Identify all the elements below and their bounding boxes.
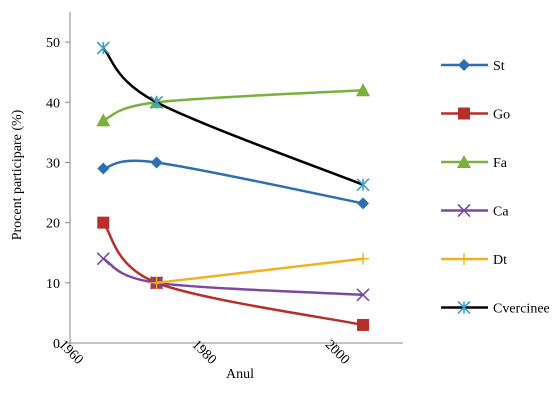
x-axis-label: Anul [226,367,254,382]
x-tick-label: 2000 [322,337,352,367]
legend-marker-fa [457,155,471,168]
data-point-cvercinee [96,41,110,55]
data-point-ca [356,288,370,302]
y-tick-label: 50 [46,36,60,51]
x-tick-label: 1980 [189,337,219,367]
data-point-dt [357,252,370,265]
legend: St Go Fa Ca Dt Cvercinee [441,59,550,317]
y-tick-label: 30 [46,156,60,171]
legend-marker-cvercinee [457,300,471,315]
series-line-st [103,159,364,205]
legend-label-go: Go [493,108,510,123]
data-point-st [150,156,163,169]
data-point-dt [150,276,163,289]
legend-label-fa: Fa [493,156,508,171]
series-line-fa [102,88,364,122]
legend-marker-st [458,59,470,71]
data-point-st [357,197,370,210]
legend-marker-ca [457,203,471,218]
legend-label-dt: Dt [493,253,507,268]
series-line-dt [156,257,364,285]
y-tick-label: 20 [46,217,60,232]
legend-marker-go [458,107,470,120]
series-line-go [102,221,364,327]
data-point-ca [96,252,110,266]
data-point-go [357,318,370,331]
data-point-go [97,216,110,229]
y-axis-label: Procent participare (%) [10,109,25,240]
y-tick-label: 0 [53,337,60,352]
legend-label-st: St [493,59,505,74]
legend-label-cvercinee: Cvercinee [493,302,550,317]
series-line-ca [102,257,364,297]
legend-label-ca: Ca [493,205,509,220]
data-point-cvercinee [150,95,164,109]
legend-marker-dt [458,253,470,265]
data-point-fa [356,83,371,97]
series-line-cvercinee [102,47,364,186]
y-tick-label: 10 [46,277,60,292]
series-layer [96,41,371,331]
data-point-fa [96,113,111,127]
y-tick-label: 40 [46,96,60,111]
data-point-cvercinee [356,178,370,192]
data-point-st [97,162,110,175]
